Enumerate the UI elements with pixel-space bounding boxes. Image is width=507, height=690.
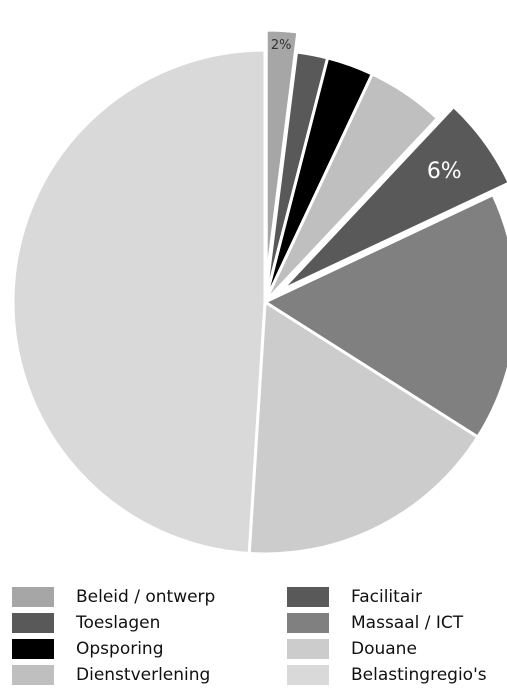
legend-item-beleid-ontwerp: Beleid / ontwerp <box>12 586 215 608</box>
legend-swatch <box>287 613 329 633</box>
pie-chart: 2% 6% <box>11 28 507 556</box>
legend-label: Facilitair <box>351 587 422 607</box>
legend-item-opsporing: Opsporing <box>12 638 164 660</box>
pie-slice-facilitair <box>279 105 507 292</box>
legend-item-belastingregio-s: Belastingregio's <box>287 664 487 686</box>
legend-swatch <box>287 639 329 659</box>
legend-label: Toeslagen <box>76 613 161 633</box>
legend-label: Douane <box>351 639 417 659</box>
legend-item-dienstverlening: Dienstverlening <box>12 664 210 686</box>
legend-swatch <box>287 587 329 607</box>
legend-item-massaal-ict: Massaal / ICT <box>287 612 463 634</box>
legend-swatch <box>12 587 54 607</box>
legend-label: Beleid / ontwerp <box>76 587 216 607</box>
data-label-beleid-ontwerp: 2% <box>271 38 292 53</box>
pie-slice-douane <box>247 300 480 556</box>
data-label-facilitair: 6% <box>427 159 462 184</box>
legend-item-toeslagen: Toeslagen <box>12 612 160 634</box>
legend-label: Opsporing <box>76 639 164 659</box>
legend-item-douane: Douane <box>287 638 417 660</box>
legend-swatch <box>287 665 329 685</box>
legend: Beleid / ontwerp Toeslagen Opsporing Dienst… <box>0 586 507 690</box>
legend-swatch <box>12 665 54 685</box>
legend-label: Massaal / ICT <box>351 613 464 633</box>
legend-swatch <box>12 639 54 659</box>
legend-label: Dienstverlening <box>76 665 211 685</box>
pie-slice-dienstverlening <box>263 72 440 304</box>
legend-label: Belastingregio's <box>351 665 487 685</box>
legend-item-facilitair: Facilitair <box>287 586 422 608</box>
pie-slice-massaal-ict <box>263 193 507 439</box>
pie-slice-belastingregio-s <box>11 48 267 556</box>
legend-swatch <box>12 613 54 633</box>
